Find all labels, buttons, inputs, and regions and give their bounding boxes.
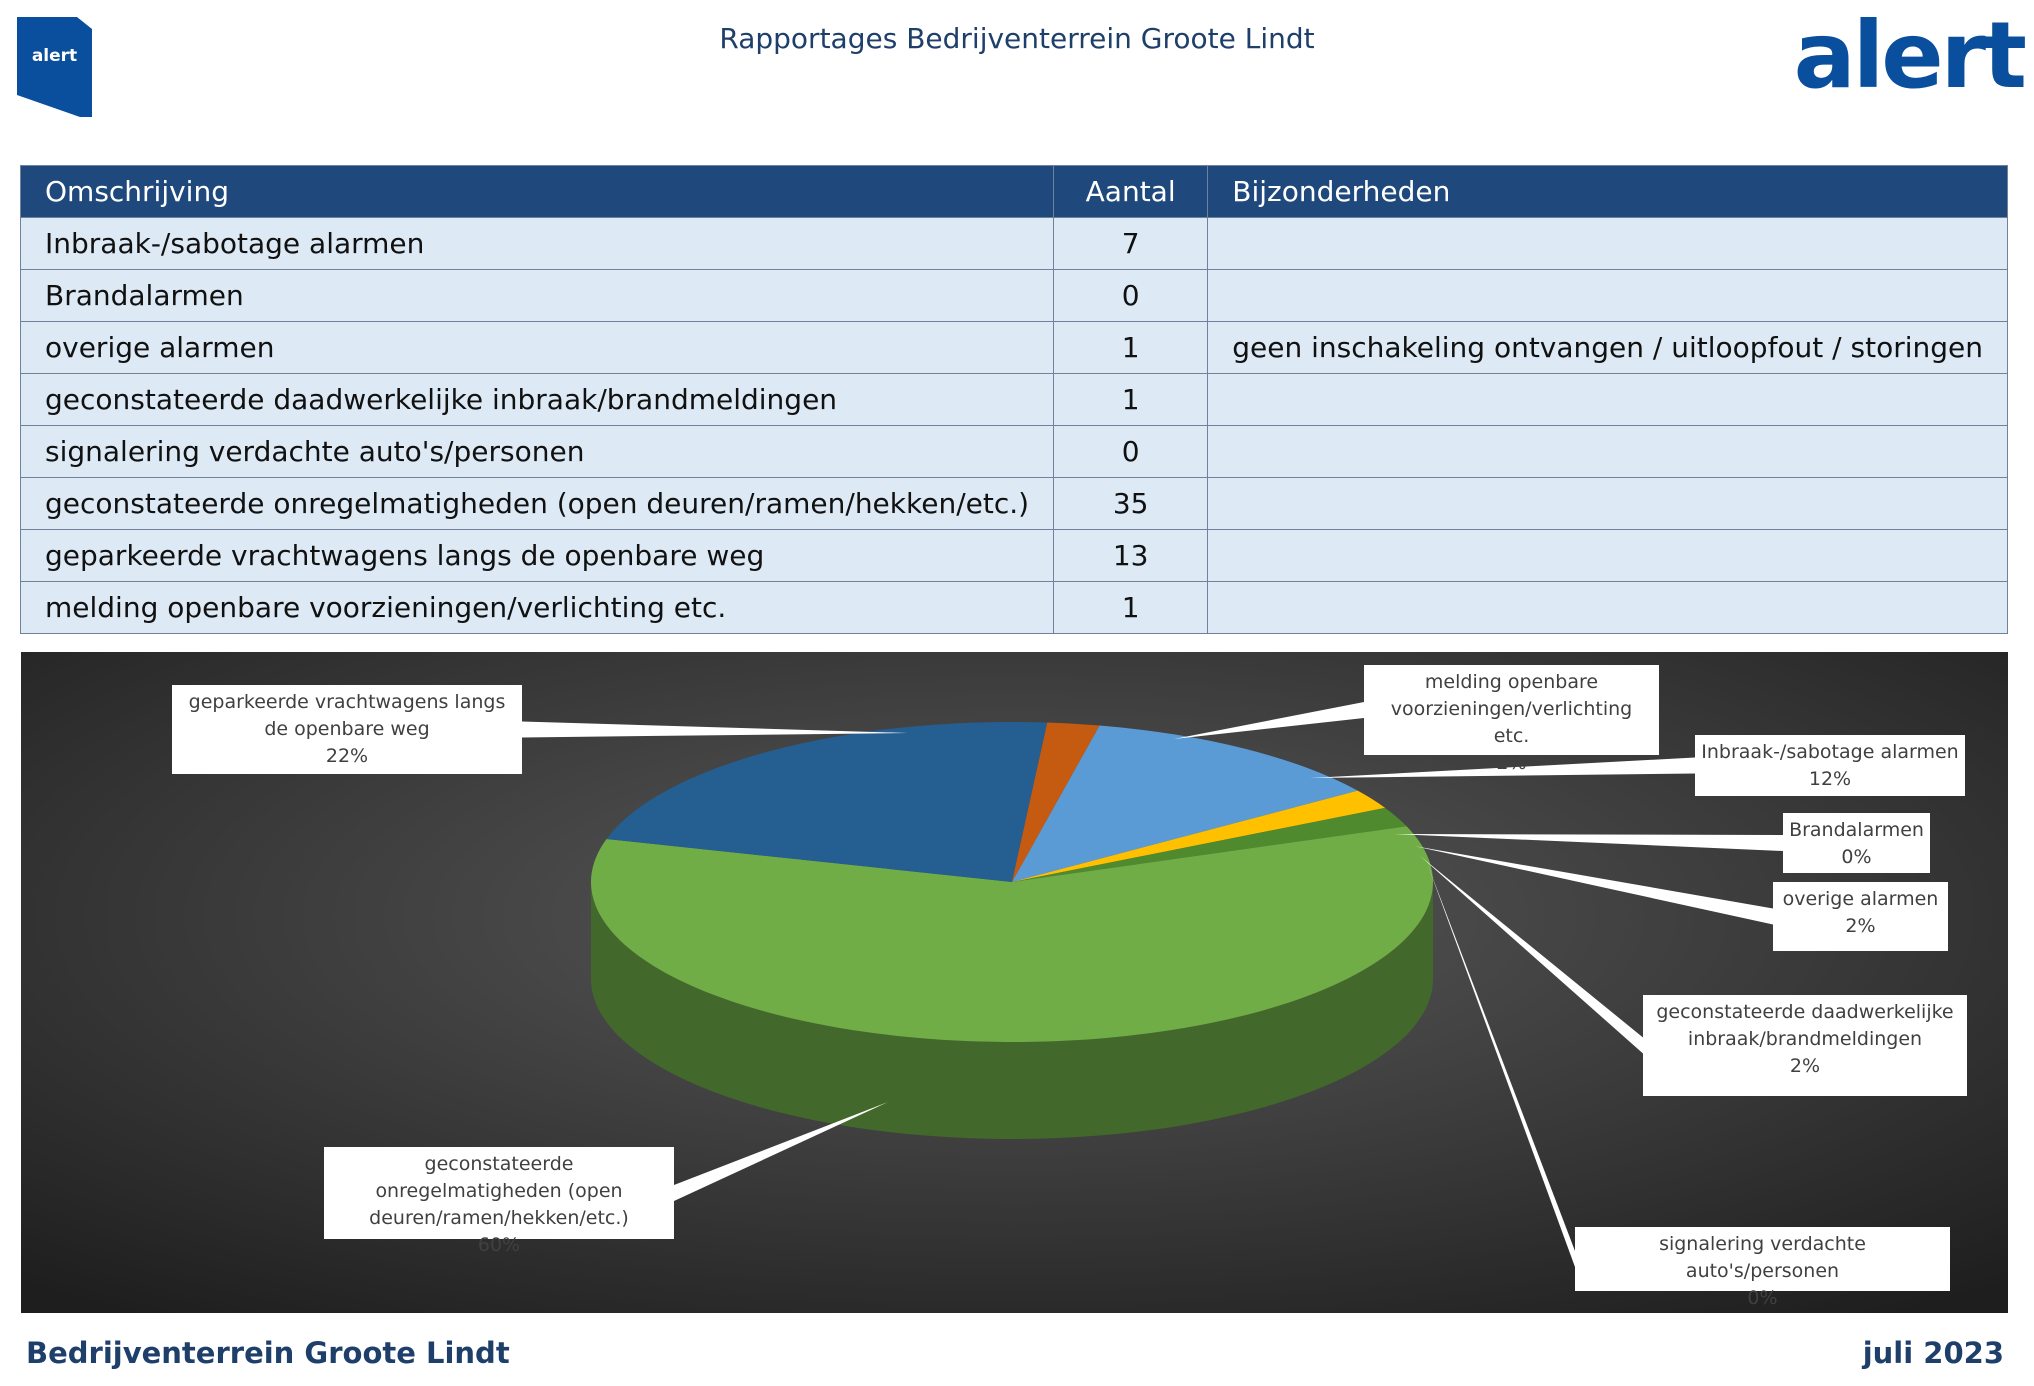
table-cell: geen inschakeling ontvangen / uitloopfou… [1207, 321, 2008, 374]
table-cell: geconstateerde daadwerkelijke inbraak/br… [19, 373, 1055, 426]
label-value: 2% [1789, 1055, 1821, 1077]
slice [1012, 790, 1386, 882]
label-value: 60% [477, 1234, 521, 1256]
slice [1012, 807, 1407, 882]
slice-side [591, 882, 1433, 1139]
table-cell: 1 [1053, 581, 1209, 634]
table-cell: Inbraak-/sabotage alarmen [19, 217, 1055, 270]
slice [1012, 725, 1358, 882]
label-value: 0% [1747, 1287, 1778, 1309]
label-name: signalering verdachte auto's/personen [1659, 1233, 1866, 1282]
data-label: Brandalarmen 0% [1783, 813, 1930, 873]
table-cell: 1 [1053, 321, 1209, 374]
data-label: overige alarmen 2% [1773, 882, 1948, 951]
table-cell [1207, 477, 2008, 530]
label-name: geconstateerde daadwerkelijke inbraak/br… [1656, 1001, 1954, 1050]
table-cell: Brandalarmen [19, 269, 1055, 322]
chart-labels: Inbraak-/sabotage alarmen 12% Brandalarmen… [21, 652, 2008, 1313]
slice [590, 826, 1434, 1042]
column-header: Aantal [1053, 165, 1209, 218]
label-name: geconstateerde onregelmatigheden (open d… [369, 1153, 629, 1229]
table-cell: melding openbare voorzieningen/verlichti… [19, 581, 1055, 634]
data-label: Inbraak-/sabotage alarmen 12% [1695, 735, 1965, 796]
table-cell: 35 [1053, 477, 1209, 530]
table-row: Inbraak-/sabotage alarmen 7 [19, 217, 2008, 270]
table-cell: geparkeerde vrachtwagens langs de openba… [19, 529, 1055, 582]
footer-left: Bedrijventerrein Groote Lindt [26, 1336, 510, 1370]
label-value: 22% [325, 745, 369, 767]
header-row: Omschrijving Aantal Bijzonderheden [19, 165, 2008, 218]
table-row: geconstateerde daadwerkelijke inbraak/br… [19, 373, 2008, 426]
table-row: geconstateerde onregelmatigheden (open d… [19, 477, 2008, 530]
slice [606, 722, 1048, 882]
logo-small: alert [31, 46, 78, 66]
table-row: overige alarmen 1 geen inschakeling ontvan… [19, 321, 2008, 374]
column-header: Bijzonderheden [1207, 165, 2008, 218]
table-row: melding openbare voorzieningen/verlichti… [19, 581, 2008, 634]
table-cell [1207, 373, 2008, 426]
leader-line [674, 1102, 888, 1201]
table-row: Brandalarmen 0 [19, 269, 2008, 322]
data-label: geconstateerde daadwerkelijke inbraak/br… [1643, 995, 1967, 1096]
label-name: overige alarmen [1782, 888, 1939, 910]
table-cell [1207, 425, 2008, 478]
table-cell: geconstateerde onregelmatigheden (open d… [19, 477, 1055, 530]
leader-line [1394, 834, 1783, 851]
label-name: Inbraak-/sabotage alarmen [1701, 741, 1959, 763]
data-label: signalering verdachte auto's/personen 0% [1575, 1227, 1950, 1309]
footer-right: juli 2023 [1862, 1336, 2004, 1370]
logo: alert [1793, 2, 2027, 109]
label-value: 12% [1808, 768, 1852, 790]
logo-shape [17, 17, 92, 117]
label-name: geparkeerde vrachtwagens langs de openba… [188, 691, 506, 740]
data-label: melding openbare voorzieningen/verlichti… [1364, 665, 1659, 774]
leader-line [1310, 757, 1695, 778]
leader-line [522, 721, 908, 738]
table-cell [1207, 581, 2008, 634]
table-cell: 7 [1053, 217, 1209, 270]
data-label: geconstateerde onregelmatigheden (open d… [324, 1147, 674, 1256]
table-cell [1207, 269, 2008, 322]
table-row: geparkeerde vrachtwagens langs de openba… [19, 529, 2008, 582]
table-cell: 0 [1053, 425, 1209, 478]
table-cell: 13 [1053, 529, 1209, 582]
table-cell: overige alarmen [19, 321, 1055, 374]
leader-line [1174, 702, 1364, 739]
page-title: Rapportages Bedrijventerrein Groote Lind… [719, 22, 1315, 55]
slice [1012, 722, 1100, 882]
label-value: 0% [1841, 846, 1872, 868]
table-cell: signalering verdachte auto's/personen [19, 425, 1055, 478]
leader-line [1427, 863, 1575, 1267]
data-label: geparkeerde vrachtwagens langs de openba… [172, 685, 522, 774]
label-value: 2% [1496, 752, 1527, 774]
label-value: 2% [1845, 915, 1876, 937]
leader-line [1414, 846, 1773, 925]
table-cell: 0 [1053, 269, 1209, 322]
column-header: Omschrijving [19, 165, 1055, 218]
leader-line [1420, 856, 1643, 1054]
report-table: Omschrijving Aantal Bijzonderheden Inbraak… [19, 165, 2008, 634]
label-name: melding openbare voorzieningen/verlichti… [1390, 671, 1633, 747]
table-cell [1207, 217, 2008, 270]
table-row: signalering verdachte auto's/personen 0 [19, 425, 2008, 478]
label-name: Brandalarmen [1789, 819, 1924, 841]
table-cell [1207, 529, 2008, 582]
table-cell: 1 [1053, 373, 1209, 426]
